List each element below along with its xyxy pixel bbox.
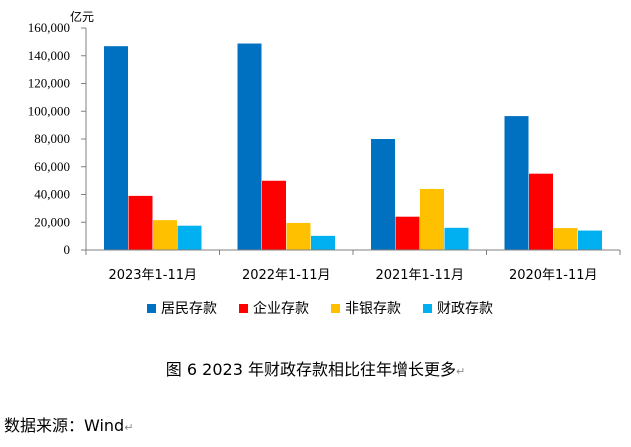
- y-axis: 0 20,000 40,000 60,000 80,000 100,000 120,000 1…: [28, 20, 87, 257]
- y-tick-label: 120,000: [28, 76, 70, 91]
- x-category-label: 2021年1-11月: [375, 268, 464, 283]
- paragraph-mark: ↵: [124, 421, 134, 434]
- bar-2-3: [395, 216, 420, 250]
- legend-item-fiscal: 财政存款: [423, 298, 493, 318]
- y-tick-label: 100,000: [28, 103, 70, 118]
- x-category-label: 2022年1-11月: [242, 268, 331, 283]
- bar-chart: 亿元 0 20,000 40,000 60,000 80,000 100,000 120,0…: [28, 9, 621, 283]
- legend-swatch: [331, 303, 340, 313]
- bar-1-3: [371, 139, 395, 250]
- legend-label: 居民存款: [161, 301, 217, 317]
- bar-1-2: [237, 43, 262, 250]
- legend-label: 非银存款: [345, 301, 401, 317]
- figure-caption: 图 6 2023 年财政存款相比往年增长更多↵: [0, 356, 631, 380]
- legend: 居民存款 企业存款 非银存款 财政存款: [147, 298, 493, 318]
- legend-swatch: [147, 303, 156, 313]
- y-tick-label: 20,000: [34, 214, 70, 229]
- legend-item-nonbank: 非银存款: [331, 298, 401, 318]
- bar-4-4: [578, 230, 602, 250]
- data-source: 数据来源：Wind↵: [4, 412, 133, 436]
- bar-2-1: [128, 195, 153, 250]
- y-tick-label: 160,000: [28, 20, 70, 35]
- legend-item-enterprise: 企业存款: [239, 298, 309, 318]
- bar-1-1: [104, 46, 128, 250]
- y-tick-label: 0: [64, 242, 71, 257]
- legend-label: 企业存款: [253, 301, 309, 317]
- bar-3-2: [286, 222, 311, 250]
- x-category-label: 2023年1-11月: [108, 268, 197, 283]
- y-tick-label: 80,000: [34, 131, 70, 146]
- legend-swatch: [239, 303, 248, 313]
- y-tick-label: 140,000: [28, 48, 70, 63]
- legend-swatch: [423, 303, 432, 313]
- bar-4-1: [177, 225, 202, 250]
- bar-2-4: [529, 173, 553, 250]
- bar-2-2: [262, 180, 286, 250]
- x-axis: 2023年1-11月 2022年1-11月 2021年1-11月 2020年1-11月: [85, 249, 621, 283]
- bars: [104, 43, 602, 250]
- bar-3-1: [153, 220, 177, 250]
- bar-4-2: [311, 235, 335, 250]
- paragraph-mark: ↵: [455, 365, 466, 378]
- caption-text: 图 6 2023 年财政存款相比往年增长更多: [165, 360, 456, 379]
- source-text: 数据来源：Wind: [4, 416, 125, 435]
- legend-label: 财政存款: [437, 301, 493, 317]
- bar-1-4: [504, 116, 529, 250]
- y-tick-label: 40,000: [34, 187, 70, 202]
- bar-3-4: [553, 228, 578, 250]
- x-category-label: 2020年1-11月: [509, 268, 598, 283]
- y-axis-unit-label: 亿元: [70, 9, 94, 24]
- y-tick-label: 60,000: [34, 159, 70, 174]
- bar-4-3: [444, 227, 469, 250]
- bar-3-3: [420, 188, 444, 250]
- legend-item-resident: 居民存款: [147, 298, 217, 318]
